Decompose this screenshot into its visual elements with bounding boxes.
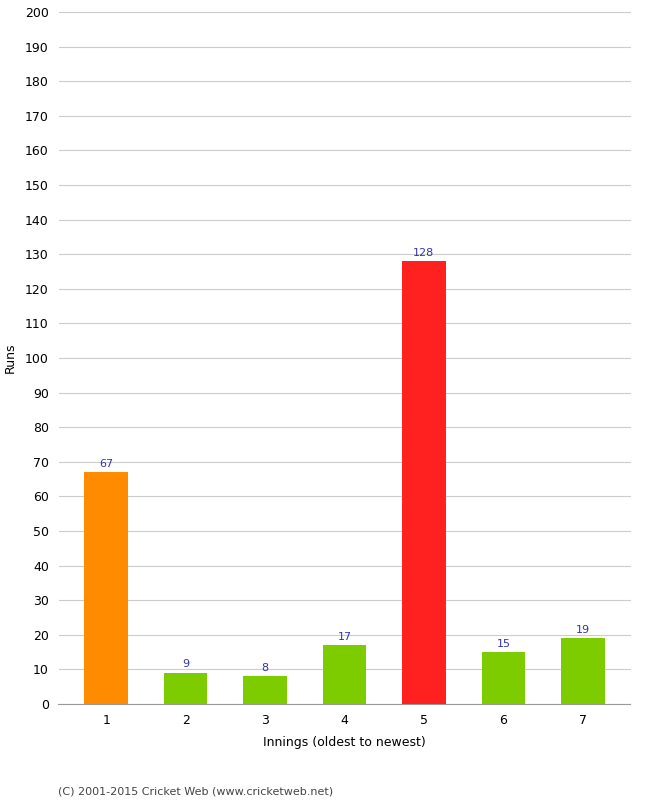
- Y-axis label: Runs: Runs: [3, 342, 16, 374]
- Bar: [482, 652, 525, 704]
- Text: 19: 19: [576, 625, 590, 635]
- Text: (C) 2001-2015 Cricket Web (www.cricketweb.net): (C) 2001-2015 Cricket Web (www.cricketwe…: [58, 786, 333, 796]
- X-axis label: Innings (oldest to newest): Innings (oldest to newest): [263, 736, 426, 749]
- Text: 8: 8: [261, 663, 268, 673]
- Bar: [243, 676, 287, 704]
- Text: 17: 17: [337, 632, 352, 642]
- Text: 15: 15: [497, 638, 510, 649]
- Text: 67: 67: [99, 458, 113, 469]
- Bar: [164, 673, 207, 704]
- Text: 9: 9: [182, 659, 189, 670]
- Bar: [402, 261, 446, 704]
- Text: 128: 128: [413, 248, 435, 258]
- Bar: [561, 638, 605, 704]
- Bar: [322, 645, 367, 704]
- Bar: [84, 472, 128, 704]
